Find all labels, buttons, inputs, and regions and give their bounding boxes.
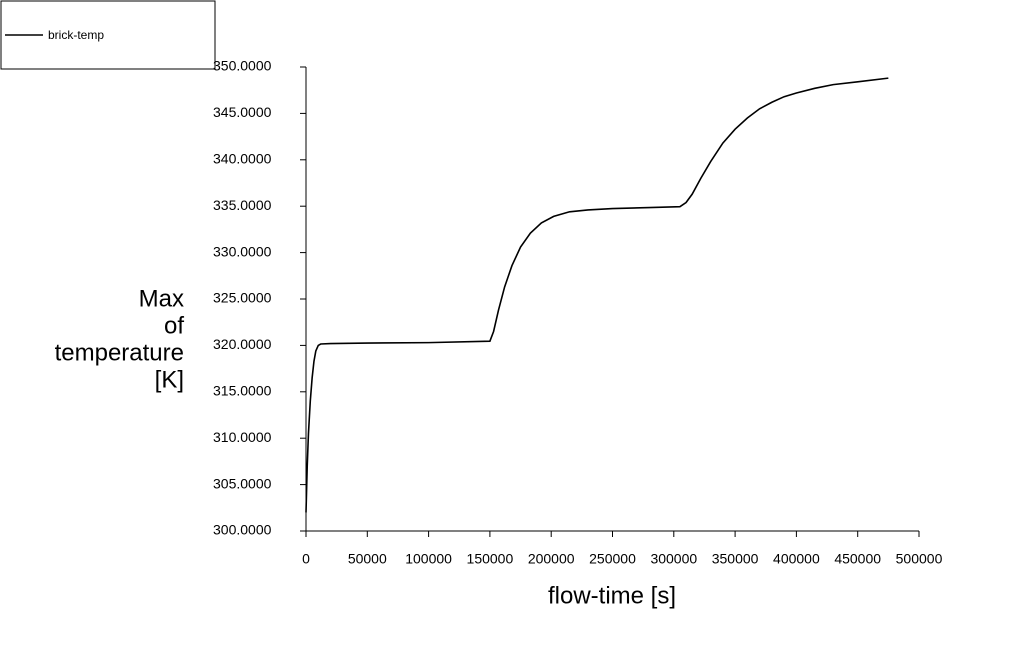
y-tick-label: 315.0000 bbox=[213, 383, 272, 399]
x-tick-label: 200000 bbox=[528, 551, 575, 567]
x-tick-label: 150000 bbox=[467, 551, 514, 567]
x-tick-label: 500000 bbox=[896, 551, 943, 567]
x-tick-label: 250000 bbox=[589, 551, 636, 567]
y-tick-label: 300.0000 bbox=[213, 522, 272, 538]
x-tick-label: 350000 bbox=[712, 551, 759, 567]
y-axis-title: [K] bbox=[155, 366, 184, 393]
x-tick-label: 100000 bbox=[405, 551, 452, 567]
y-tick-label: 320.0000 bbox=[213, 336, 272, 352]
y-tick-label: 305.0000 bbox=[213, 475, 272, 491]
y-axis-title: Max bbox=[139, 285, 184, 312]
x-tick-label: 300000 bbox=[650, 551, 697, 567]
y-tick-label: 325.0000 bbox=[213, 290, 272, 306]
y-axis-title: of bbox=[164, 312, 184, 339]
y-tick-label: 350.0000 bbox=[213, 58, 272, 74]
y-tick-label: 310.0000 bbox=[213, 429, 272, 445]
y-tick-label: 335.0000 bbox=[213, 197, 272, 213]
y-axis-title: temperature bbox=[55, 339, 184, 366]
legend-box bbox=[0, 0, 216, 70]
y-tick-label: 345.0000 bbox=[213, 104, 272, 120]
x-tick-label: 50000 bbox=[348, 551, 387, 567]
x-tick-label: 400000 bbox=[773, 551, 820, 567]
y-tick-label: 330.0000 bbox=[213, 243, 272, 259]
data-line bbox=[305, 77, 889, 513]
x-axis-title: flow-time [s] bbox=[548, 582, 676, 609]
legend-label: brick-temp bbox=[48, 28, 104, 42]
y-tick-label: 340.0000 bbox=[213, 151, 272, 167]
x-tick-label: 450000 bbox=[834, 551, 881, 567]
x-tick-label: 0 bbox=[302, 551, 310, 567]
